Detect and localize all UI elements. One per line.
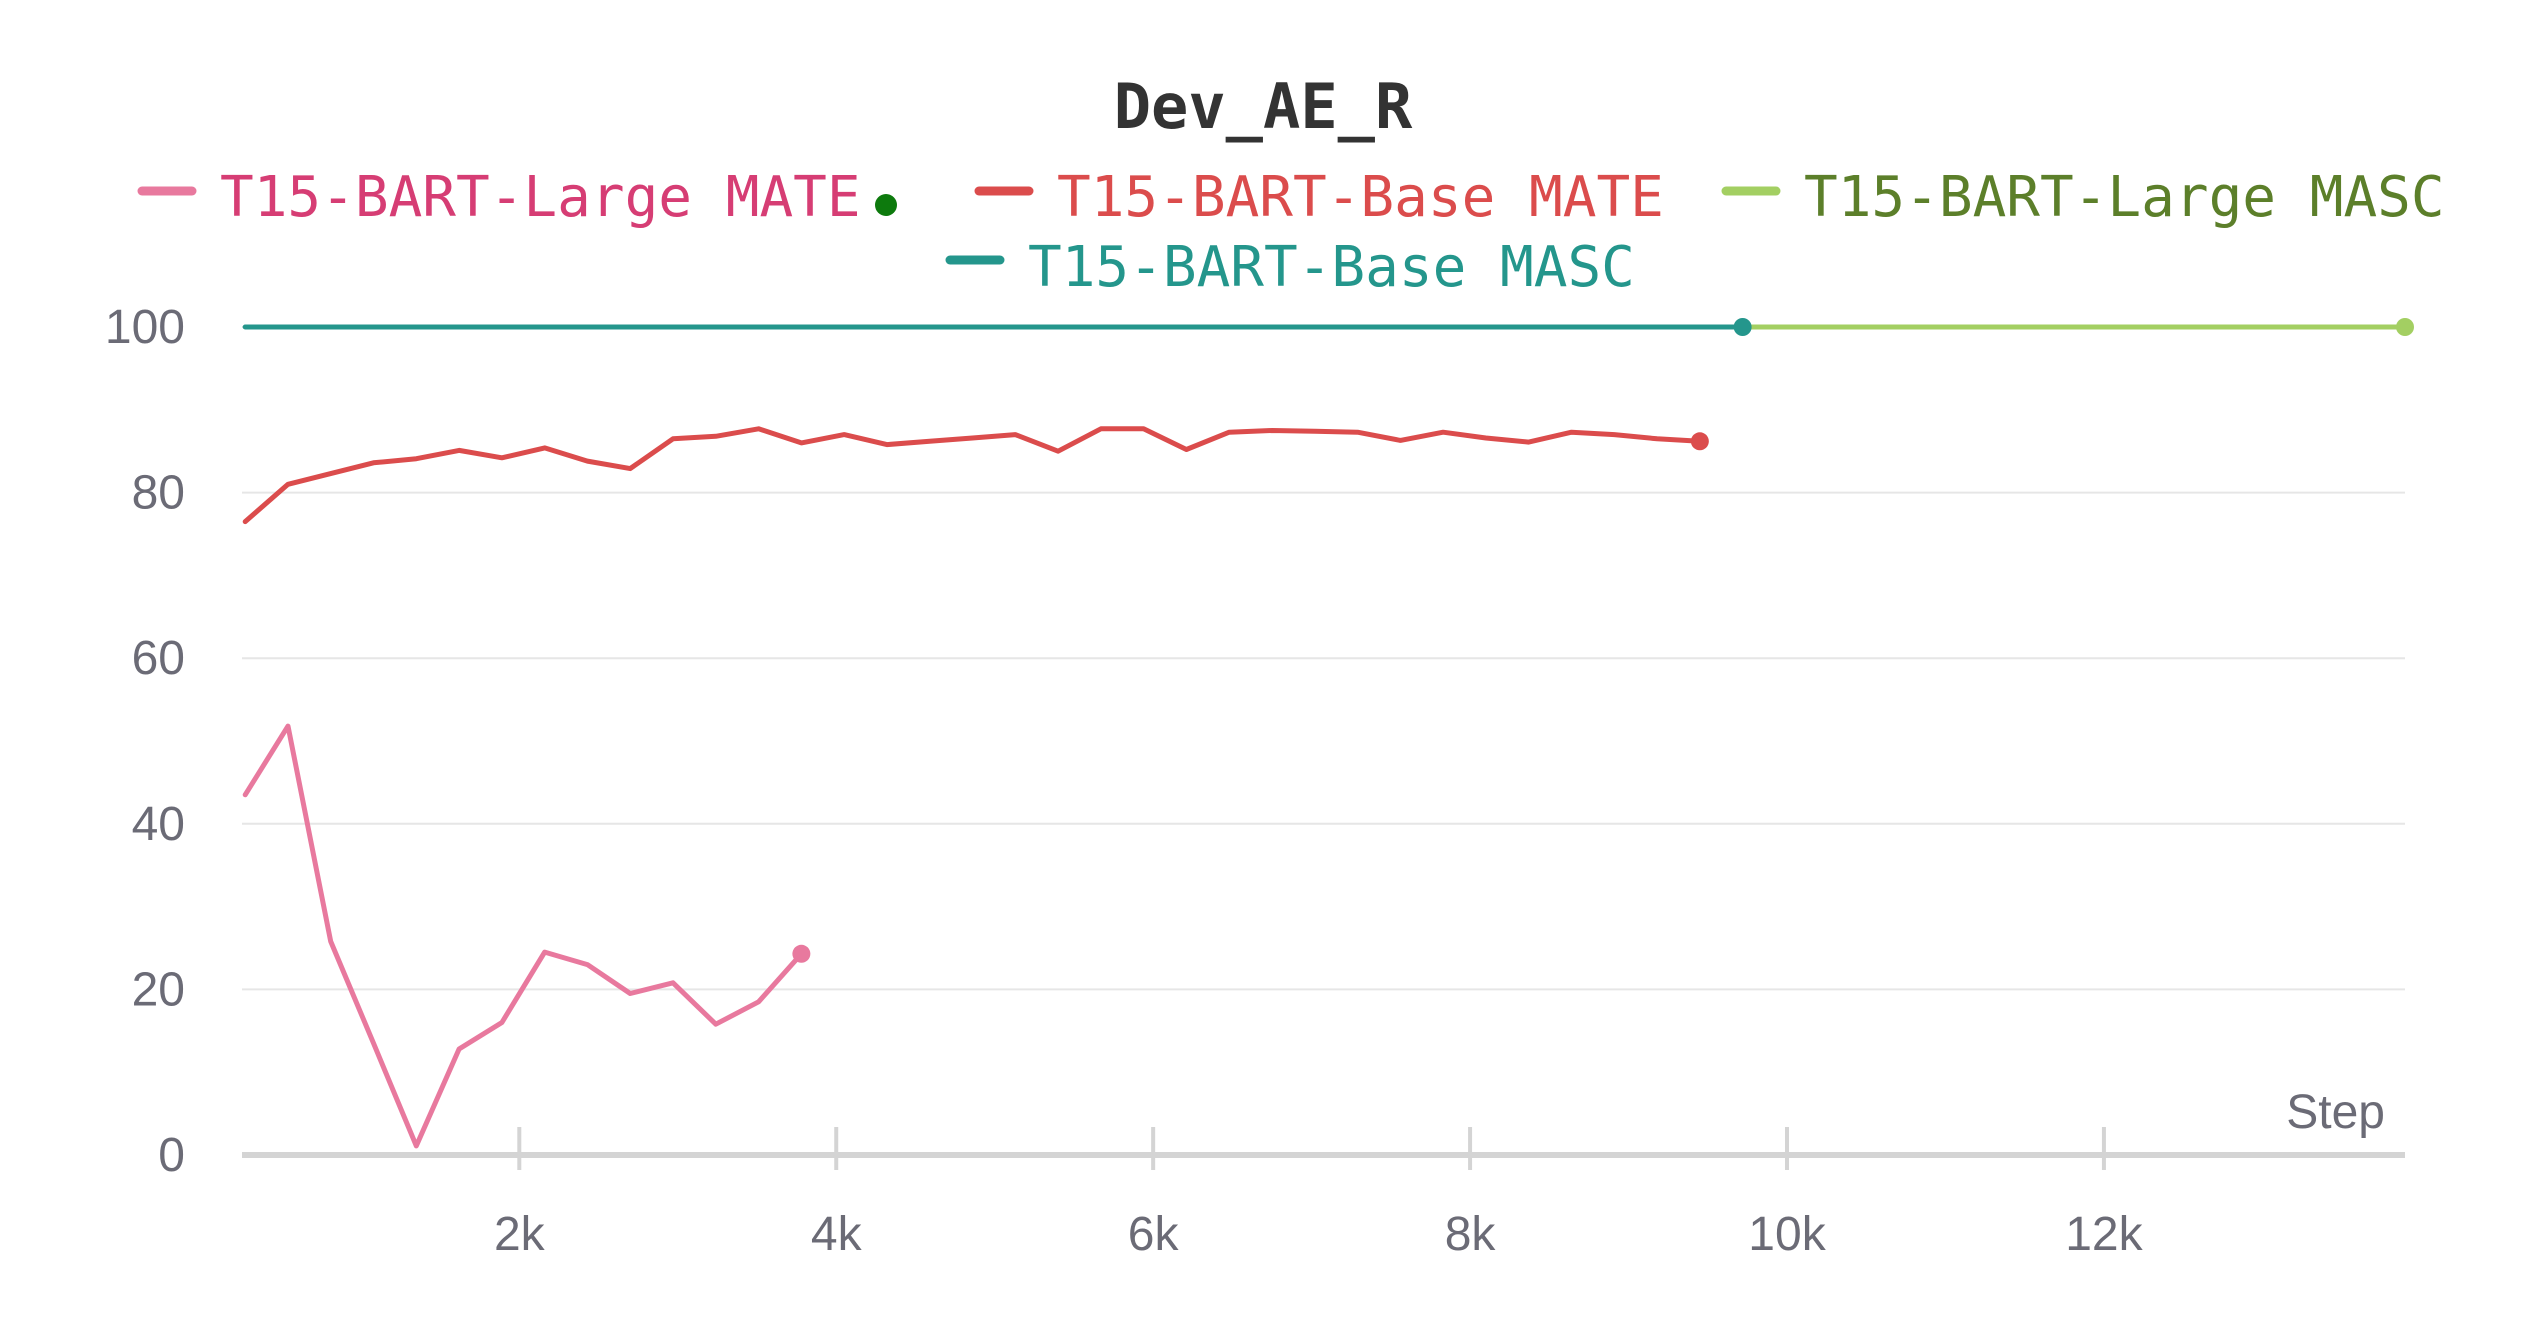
x-tick-label-2000: 2k [494,1208,546,1261]
gridlines [242,326,2405,991]
y-tick-label-0: 0 [158,1129,185,1182]
x-tick-label-12000: 12k [2065,1208,2143,1261]
x-tick-label-6000: 6k [1128,1208,1180,1261]
series-layer [242,318,2414,1149]
legend-label-base-mate: T15-BART-Base MATE [1057,165,1664,230]
x-tick-label-10000: 10k [1748,1208,1826,1261]
legend-label-large-mate: T15-BART-Large MATE [220,165,861,230]
legend-item-base-masc[interactable]: T15-BART-Base MASC [945,235,1635,300]
legend[interactable]: T15-BART-Large MATE T15-BART-Base MATE T… [137,165,2445,300]
series-endpoint-large-mate [792,944,811,963]
x-axis-ticks: 2k 4k 6k 8k 10k 12k [494,1127,2144,1261]
series-line-base-mate [242,426,1703,525]
legend-label-base-masc: T15-BART-Base MASC [1028,235,1635,300]
x-tick-label-4000: 4k [811,1208,863,1261]
legend-item-large-masc[interactable]: T15-BART-Large MASC [1721,165,2445,230]
x-tick-label-8000: 8k [1445,1208,1497,1261]
y-tick-label-20: 20 [132,963,185,1016]
legend-item-large-mate[interactable]: T15-BART-Large MATE [137,165,861,230]
legend-label-large-masc: T15-BART-Large MASC [1804,165,2445,230]
y-tick-label-60: 60 [132,632,185,685]
y-tick-label-100: 100 [105,301,185,354]
series-line-large-mate [242,723,804,1149]
y-tick-label-80: 80 [132,467,185,520]
legend-item-base-mate[interactable]: T15-BART-Base MATE [974,165,1664,230]
legend-dot-marker [875,194,897,216]
x-axis-label: Step [2286,1086,2385,1139]
series-endpoint-base-mate [1690,432,1709,451]
series-endpoint-base-masc [1733,318,1752,336]
series-endpoint-large-masc [2396,318,2414,336]
y-axis-ticks: 0 20 40 60 80 100 [105,301,185,1182]
y-tick-label-40: 40 [132,798,185,851]
chart-title: Dev_AE_R [1114,70,1413,143]
